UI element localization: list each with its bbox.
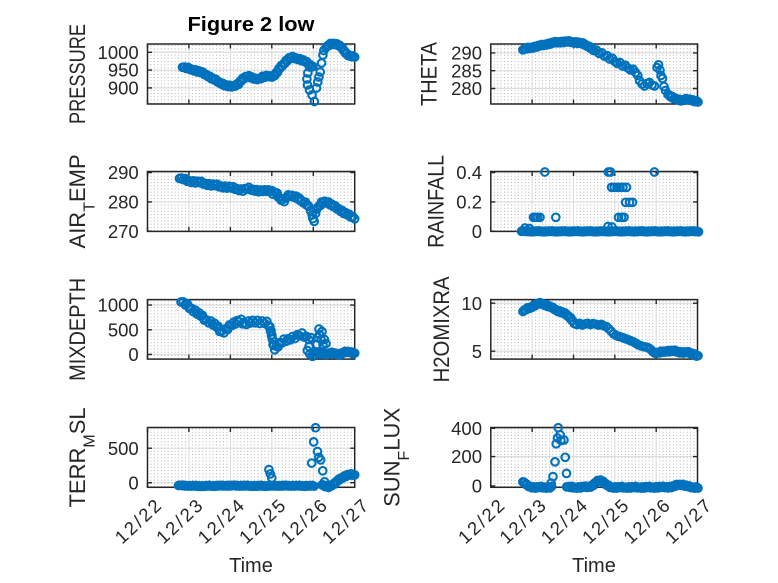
svg-text:900: 900 (108, 78, 139, 99)
svg-text:280: 280 (108, 192, 139, 213)
svg-text:270: 270 (108, 221, 139, 242)
svg-text:500: 500 (108, 319, 139, 340)
svg-text:290: 290 (451, 43, 482, 64)
svg-text:400: 400 (451, 418, 482, 439)
svg-text:1000: 1000 (98, 295, 139, 316)
svg-text:1000: 1000 (98, 42, 139, 63)
svg-text:290: 290 (108, 162, 139, 183)
svg-text:Time: Time (572, 555, 616, 577)
svg-text:0.2: 0.2 (456, 192, 482, 213)
svg-text:THETA: THETA (417, 42, 442, 106)
svg-text:200: 200 (451, 446, 482, 467)
svg-text:5: 5 (472, 341, 482, 362)
svg-text:950: 950 (108, 60, 139, 81)
svg-text:SUNF​LUX: SUNF​LUX (380, 408, 414, 507)
svg-text:0.4: 0.4 (456, 162, 482, 183)
svg-text:TERRM​SL: TERRM​SL (65, 407, 99, 507)
svg-text:285: 285 (451, 60, 482, 81)
svg-text:Figure 2 low: Figure 2 low (188, 14, 315, 36)
svg-text:280: 280 (451, 78, 482, 99)
svg-text:AIRT​EMP: AIRT​EMP (65, 154, 99, 248)
svg-text:0: 0 (472, 476, 482, 497)
svg-text:RAINFALL: RAINFALL (424, 155, 449, 248)
svg-text:PRESSURE: PRESSURE (65, 24, 90, 124)
svg-text:0: 0 (128, 472, 138, 493)
svg-text:0: 0 (472, 221, 482, 242)
svg-text:10: 10 (461, 293, 482, 314)
svg-text:Time: Time (229, 555, 273, 577)
svg-text:H2OMIXRA: H2OMIXRA (429, 276, 454, 382)
svg-text:0: 0 (128, 344, 138, 365)
svg-text:500: 500 (108, 438, 139, 459)
svg-text:MIXDEPTH: MIXDEPTH (65, 278, 90, 381)
